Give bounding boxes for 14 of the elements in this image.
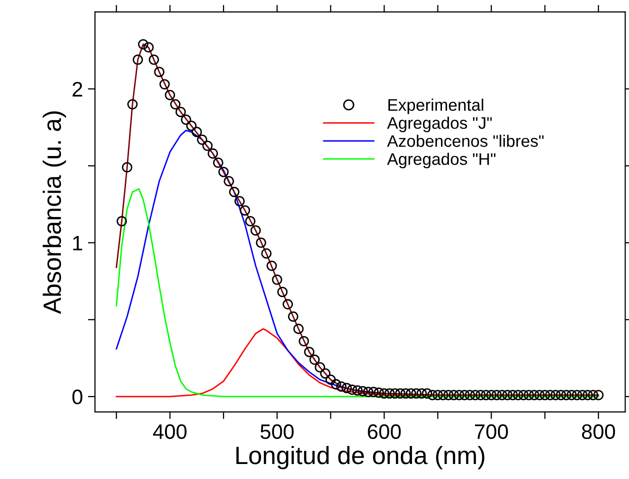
- y-tick-label: 0: [72, 390, 82, 404]
- x-tick-label: 800: [582, 424, 616, 440]
- y-tick-label: 2: [72, 82, 82, 96]
- x-tick-label: 500: [260, 424, 294, 440]
- x-tick-label: 700: [475, 424, 508, 440]
- legend-label: Azobencenos "libres": [387, 134, 544, 147]
- y-axis-title: Absorbancia (u. a): [42, 111, 66, 314]
- x-tick-label: 600: [368, 424, 401, 440]
- legend-label: Experimental: [388, 98, 484, 114]
- legend-label: Agregados "J": [387, 116, 492, 132]
- y-tick-label: 1: [73, 236, 82, 250]
- x-axis-title: Longitud de onda (nm): [236, 446, 484, 470]
- x-tick-label: 400: [153, 424, 187, 440]
- legend-label: Agregados "H": [387, 152, 496, 168]
